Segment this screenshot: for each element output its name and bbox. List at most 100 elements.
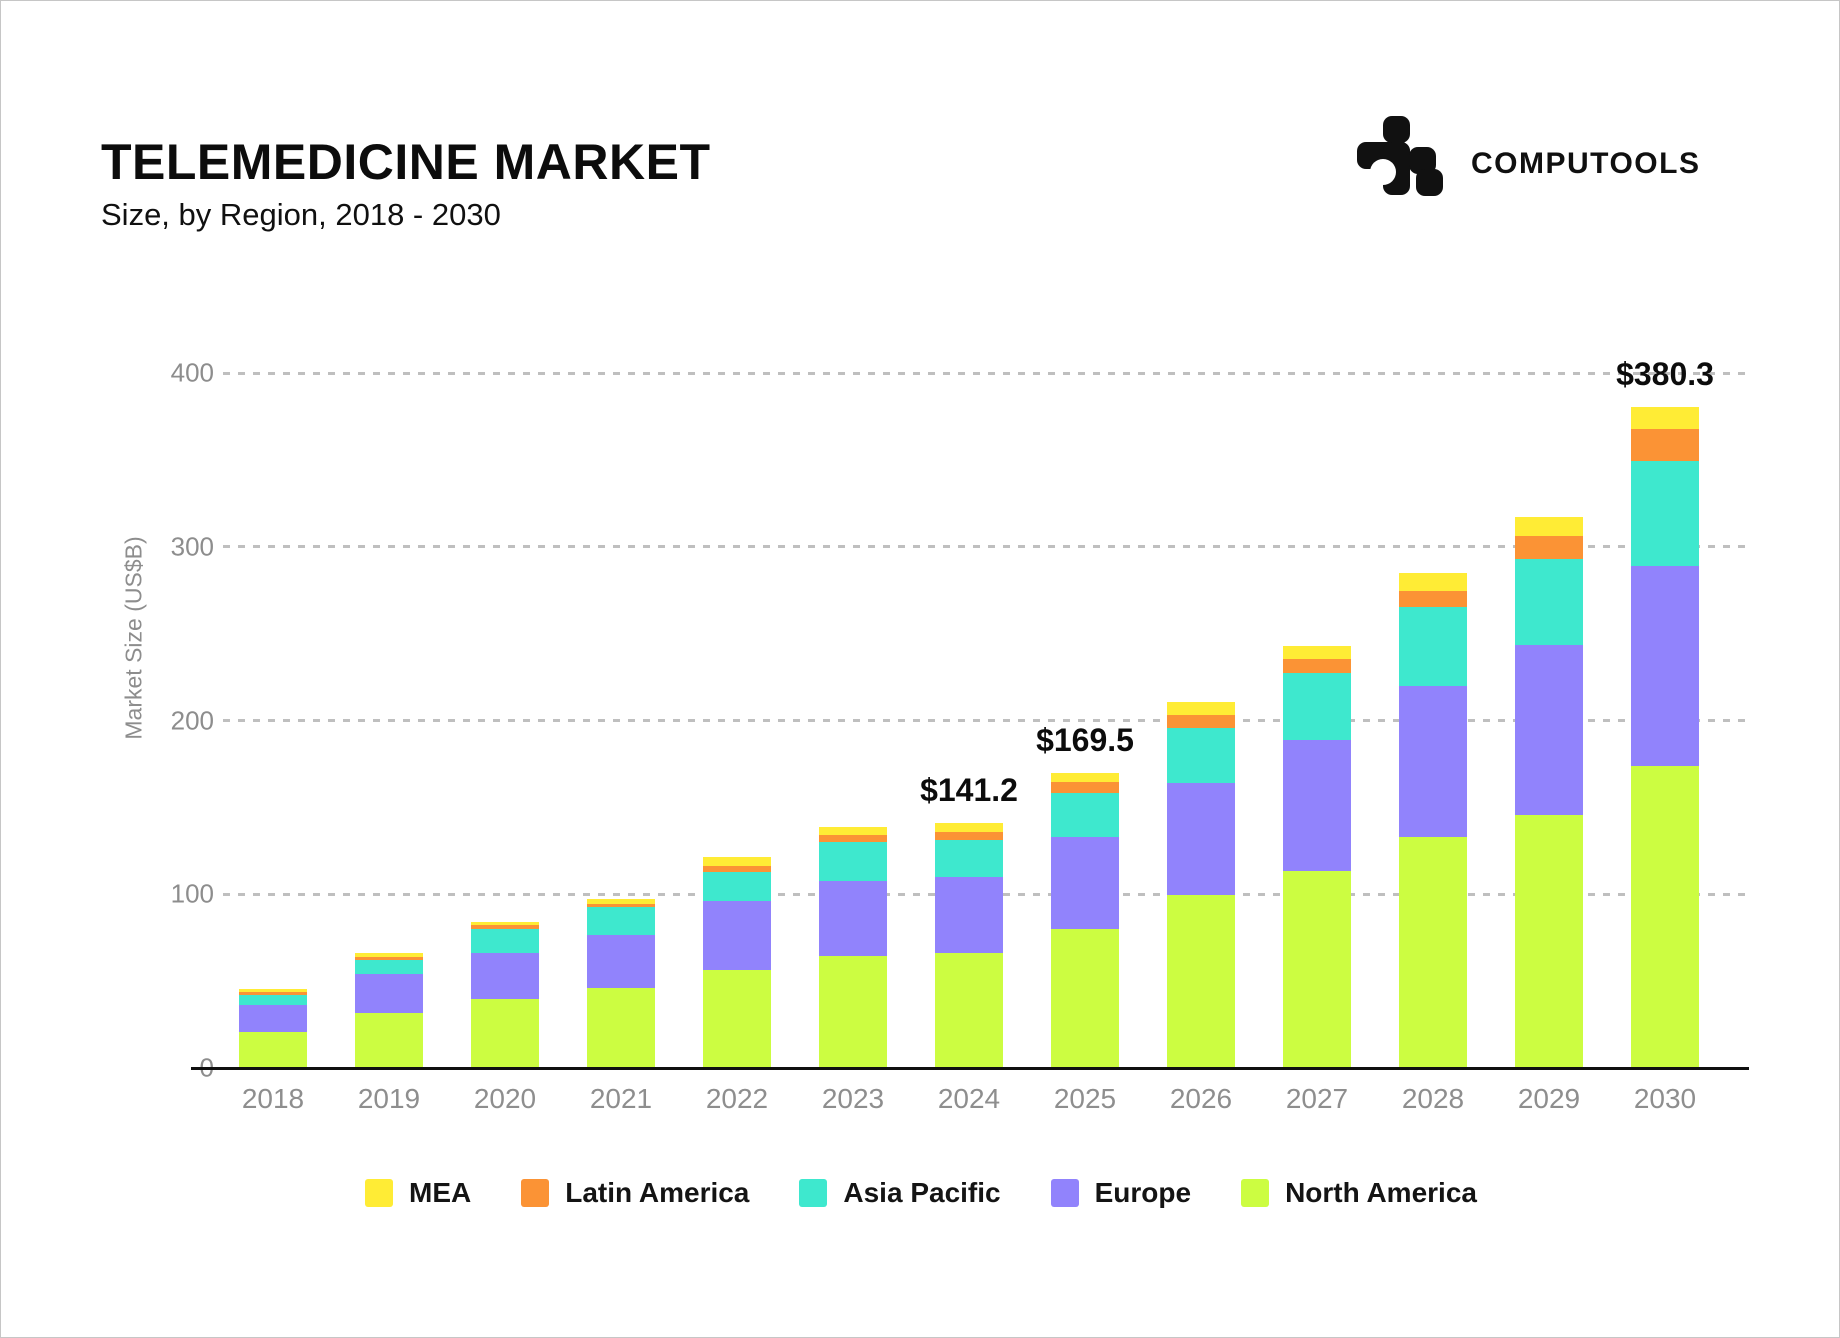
bar-2025-segment-north-america (1051, 928, 1119, 1068)
bar-2021-segment-north-america (587, 988, 655, 1068)
legend-label-mea: MEA (409, 1177, 472, 1208)
brand-name: COMPUTOOLS (1471, 147, 1701, 180)
legend-swatch-north-america (1241, 1179, 1270, 1207)
x-tick-2025: 2025 (1053, 1083, 1117, 1114)
bar-2018-segment-north-america (239, 1032, 307, 1068)
bar-2021-segment-mea (587, 898, 655, 905)
y-tick-200: 200 (170, 705, 214, 735)
bar-2021-segment-latin-america (587, 904, 655, 908)
brand-logo: COMPUTOOLS (1357, 114, 1757, 204)
bar-2024-segment-north-america (935, 953, 1003, 1068)
legend-label-asia-pacific: Asia Pacific (843, 1177, 1001, 1208)
legend-swatch-asia-pacific (799, 1179, 828, 1207)
bar-2021-segment-europe (587, 934, 655, 989)
bar-2020-segment-latin-america (471, 925, 539, 929)
x-tick-2018: 2018 (241, 1083, 305, 1114)
bar-2022-segment-latin-america (703, 865, 771, 873)
bar-2027-segment-asia-pacific (1283, 672, 1351, 740)
bar-2021-segment-asia-pacific (587, 907, 655, 935)
bar-2024-segment-mea (935, 822, 1003, 832)
bar-2024-segment-europe (935, 877, 1003, 954)
legend-item-north-america: North America (1241, 1177, 1477, 1209)
value-label-2030: $380.3 (1616, 356, 1714, 393)
legend-item-asia-pacific: Asia Pacific (799, 1177, 1001, 1209)
x-tick-2023: 2023 (821, 1083, 885, 1114)
x-tick-2028: 2028 (1401, 1083, 1465, 1114)
x-tick-2022: 2022 (705, 1083, 769, 1114)
bar-2030-segment-asia-pacific (1631, 460, 1699, 567)
gridline-400 (223, 371, 1749, 375)
bar-2018-segment-europe (239, 1005, 307, 1033)
legend-swatch-latin-america (521, 1179, 550, 1207)
bar-2027-segment-mea (1283, 645, 1351, 659)
bar-2027-segment-north-america (1283, 870, 1351, 1068)
x-axis-line (191, 1066, 1749, 1070)
bar-2022-segment-asia-pacific (703, 872, 771, 901)
chart-legend: MEA Latin America Asia Pacific Europe North … (1, 1177, 1839, 1209)
bar-2019-segment-asia-pacific (355, 959, 423, 975)
legend-swatch-mea (365, 1179, 394, 1207)
bar-2023-segment-latin-america (819, 835, 887, 843)
y-tick-300: 300 (170, 531, 214, 562)
legend-item-latin-america: Latin America (521, 1177, 749, 1209)
bar-2030-segment-north-america (1631, 766, 1699, 1068)
bar-2024-segment-asia-pacific (935, 840, 1003, 878)
bar-2027-segment-europe (1283, 739, 1351, 871)
bar-2023-segment-asia-pacific (819, 842, 887, 882)
bar-2025-segment-latin-america (1051, 782, 1119, 794)
bar-2018-segment-mea (239, 989, 307, 993)
x-tick-2030: 2030 (1633, 1083, 1697, 1114)
bar-2026-segment-mea (1167, 702, 1235, 715)
bar-2028-segment-mea (1399, 572, 1467, 591)
bar-2026-segment-europe (1167, 782, 1235, 896)
bar-2023-segment-mea (819, 826, 887, 836)
page-subtitle: Size, by Region, 2018 - 2030 (101, 197, 501, 232)
x-tick-2029: 2029 (1517, 1083, 1581, 1114)
bar-2024-segment-latin-america (935, 831, 1003, 841)
y-tick-400: 400 (170, 357, 214, 388)
x-tick-2021: 2021 (589, 1083, 653, 1114)
bar-2027-segment-latin-america (1283, 658, 1351, 673)
bar-2030-segment-mea (1631, 407, 1699, 430)
x-tick-2020: 2020 (473, 1083, 537, 1114)
x-tick-2027: 2027 (1285, 1083, 1349, 1114)
bar-2019-segment-europe (355, 974, 423, 1013)
bar-2029-segment-north-america (1515, 814, 1583, 1068)
bar-2028-segment-latin-america (1399, 590, 1467, 607)
computools-logo-icon (1357, 116, 1443, 196)
bar-2020-segment-north-america (471, 999, 539, 1068)
bar-2030-segment-latin-america (1631, 429, 1699, 461)
bar-2019-segment-north-america (355, 1012, 423, 1068)
bar-2029-segment-asia-pacific (1515, 558, 1583, 646)
bar-2019-segment-mea (355, 953, 423, 957)
bar-2020-segment-europe (471, 953, 539, 1000)
y-tick-0: 0 (1, 1053, 214, 1084)
legend-item-mea: MEA (365, 1177, 471, 1209)
bar-2026-segment-latin-america (1167, 714, 1235, 729)
bar-2030-segment-europe (1631, 566, 1699, 767)
bar-2020-segment-mea (471, 922, 539, 925)
x-tick-2026: 2026 (1169, 1083, 1233, 1114)
legend-label-latin-america: Latin America (565, 1177, 750, 1208)
legend-label-north-america: North America (1285, 1177, 1477, 1208)
bar-2026-segment-asia-pacific (1167, 728, 1235, 783)
value-label-2024: $141.2 (920, 771, 1018, 808)
bar-2020-segment-asia-pacific (471, 929, 539, 954)
bar-2029-segment-mea (1515, 516, 1583, 537)
bar-2028-segment-north-america (1399, 836, 1467, 1068)
bar-2025-segment-europe (1051, 836, 1119, 929)
bar-2025-segment-asia-pacific (1051, 793, 1119, 837)
value-label-2025: $169.5 (1036, 722, 1134, 759)
bar-2029-segment-latin-america (1515, 536, 1583, 559)
bar-2022-segment-north-america (703, 969, 771, 1068)
legend-label-europe: Europe (1094, 1177, 1192, 1208)
x-tick-2024: 2024 (937, 1083, 1001, 1114)
gridline-300 (223, 545, 1749, 549)
bar-2025-segment-mea (1051, 773, 1119, 783)
legend-swatch-europe (1050, 1179, 1079, 1207)
bar-2026-segment-north-america (1167, 895, 1235, 1068)
bar-2023-segment-north-america (819, 955, 887, 1068)
bar-2018-segment-asia-pacific (239, 995, 307, 1006)
